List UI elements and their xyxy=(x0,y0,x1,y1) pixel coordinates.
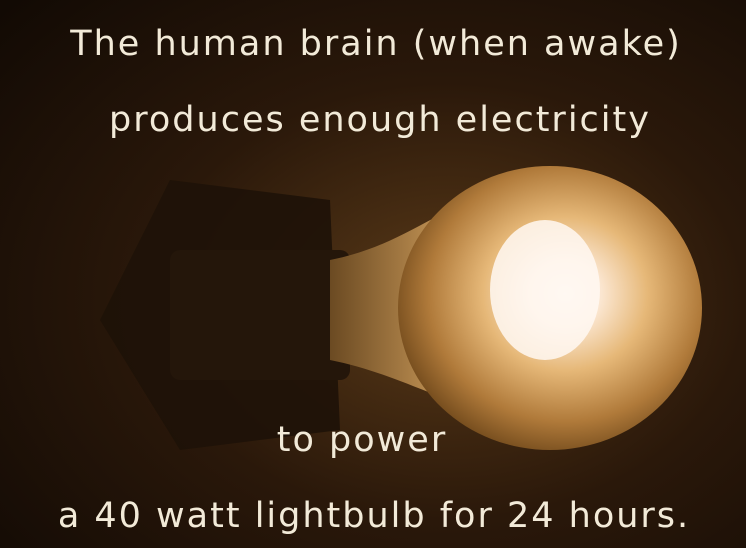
socket xyxy=(170,250,350,380)
caption-line: a 40 watt lightbulb for 24 hours. xyxy=(58,496,690,536)
caption-line: to power xyxy=(277,420,447,460)
caption-line: The human brain (when awake) xyxy=(69,24,682,64)
bulb-glow xyxy=(490,220,600,360)
caption-line: produces enough electricity xyxy=(109,100,651,140)
picture: The human brain (when awake) produces en… xyxy=(0,0,752,552)
